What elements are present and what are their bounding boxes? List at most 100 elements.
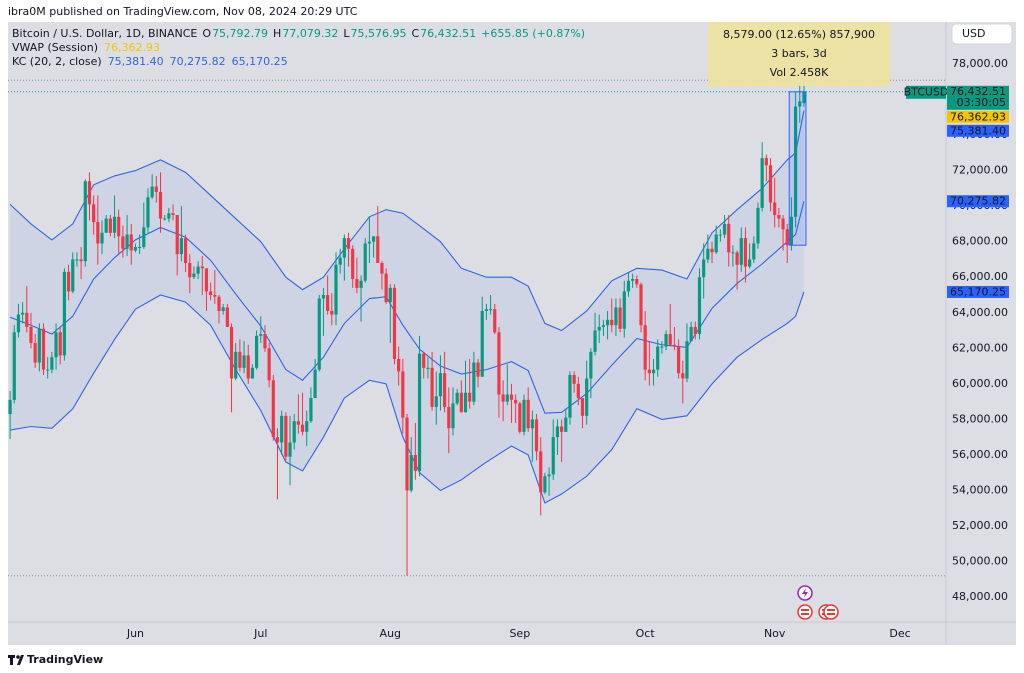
legend-text: O [202, 27, 211, 40]
y-tick-label: 52,000.00 [952, 519, 1008, 532]
candle-body [83, 181, 87, 262]
candle-body [280, 415, 284, 443]
footer-logo: TradingView [8, 653, 103, 666]
candle-body [263, 334, 267, 349]
candle-body [217, 296, 221, 311]
kc-box [947, 285, 1009, 298]
candle-body [21, 312, 25, 315]
candle-body [167, 213, 171, 219]
y-tick-label: 66,000.00 [952, 270, 1008, 283]
logo-part [10, 655, 13, 665]
candle-body [255, 335, 259, 368]
x-tick-label: Jun [126, 627, 144, 640]
publish-header: ibra0M published on TradingView.com, Nov… [8, 5, 358, 18]
candle-body [133, 247, 138, 251]
candle-body [585, 378, 589, 416]
candle-body [605, 319, 610, 326]
candle-body [497, 332, 501, 395]
candle-body [488, 309, 493, 311]
candle-body [313, 369, 317, 399]
legend-text: C [411, 27, 419, 40]
candle-body [610, 319, 614, 326]
candle-body [259, 334, 263, 336]
candle-body [447, 406, 451, 429]
candle-body [793, 106, 798, 217]
candle-body [417, 353, 422, 471]
candle-body [514, 399, 518, 404]
candle-body [631, 278, 635, 281]
measure-range [788, 91, 807, 246]
legend-text: 65,170.25 [232, 55, 288, 68]
candle-body [697, 277, 702, 335]
candle-body [292, 421, 296, 443]
last-price-box [947, 85, 1009, 110]
candle-body [12, 332, 16, 400]
y-tick-label: 62,000.00 [952, 341, 1008, 354]
candle-body [271, 380, 275, 438]
y-tick-label: 68,000.00 [952, 235, 1008, 248]
candle-body [121, 236, 125, 249]
y-tick-label: 60,000.00 [952, 377, 1008, 390]
candle-body [764, 158, 768, 166]
candle-body [547, 474, 551, 477]
candle-body [459, 392, 463, 413]
x-tick-label: Oct [636, 627, 656, 640]
candle-body [468, 392, 472, 402]
candle-body [676, 346, 681, 374]
symbol-label: BTCUSD [904, 85, 949, 98]
y-tick-label: 50,000.00 [952, 555, 1008, 568]
candle-body [192, 273, 196, 278]
candle-body [275, 437, 280, 443]
candle-body [706, 248, 710, 260]
legend-line: VWAP (Session) 76,362.93 [12, 41, 160, 54]
candle-body [505, 394, 509, 402]
candle-body [397, 358, 401, 372]
candle-body [384, 273, 388, 303]
candle-body [463, 392, 468, 413]
candle-body [351, 248, 355, 279]
legend-text: VWAP (Session) [12, 41, 98, 54]
candle-body [639, 284, 643, 326]
candle-body [37, 328, 41, 363]
chart-background [8, 22, 1016, 645]
candle-body [242, 355, 246, 368]
candle-body [330, 310, 334, 315]
candle-body [204, 268, 209, 292]
candle-body [179, 238, 183, 255]
legend-text: +655.85 (+0.87%) [481, 27, 585, 40]
vwap-box [947, 110, 1009, 123]
candle-body [760, 158, 764, 208]
candle-body [267, 348, 271, 381]
candle-body [681, 373, 685, 379]
kc-box [947, 195, 1009, 208]
channel-fill [10, 110, 804, 503]
candle-body [380, 262, 384, 274]
candle-body [409, 454, 413, 491]
candle-body [321, 294, 326, 299]
candle-body [422, 353, 426, 368]
legend-text: 75,576.95 [350, 27, 406, 40]
y-tick-label: 54,000.00 [952, 483, 1008, 496]
candle-body [555, 426, 560, 438]
candle-body [430, 367, 434, 407]
candle-body [551, 437, 555, 475]
candle-body [334, 264, 338, 315]
x-tick-label: Jul [253, 627, 267, 640]
candle-body [727, 223, 731, 253]
event-icon [827, 609, 835, 611]
candle-body [739, 238, 743, 265]
y-tick-label: 72,000.00 [952, 164, 1008, 177]
candle-body [580, 398, 585, 416]
candle-body [643, 325, 647, 370]
candle-body [722, 223, 727, 235]
candle-body [66, 271, 71, 292]
candle-body [451, 403, 455, 429]
legend-text: 70,275.82 [170, 55, 226, 68]
candle-body [225, 307, 229, 327]
candle-body [376, 236, 380, 263]
candle-body [651, 369, 656, 374]
candle-body [685, 341, 689, 379]
candle-body [743, 238, 748, 267]
legend-text: 77,079.32 [282, 27, 338, 40]
